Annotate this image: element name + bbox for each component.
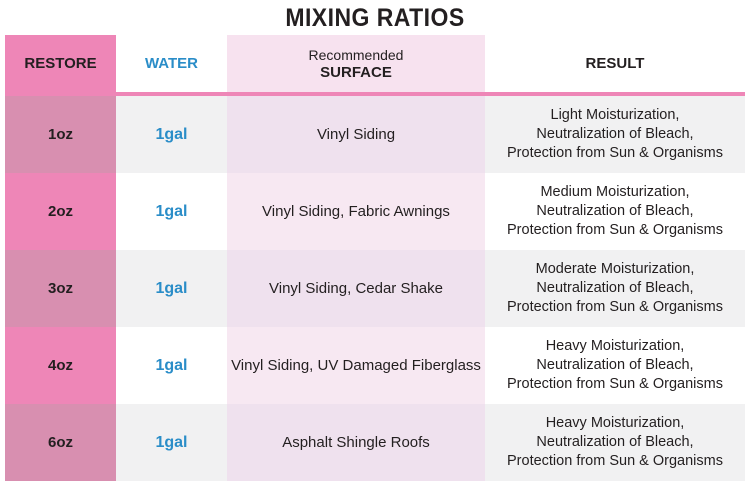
- result-line: Neutralization of Bleach,: [536, 357, 694, 373]
- header-surface-sub: Recommended: [308, 46, 404, 63]
- result-line: Protection from Sun & Organisms: [507, 299, 723, 315]
- header-result: RESULT: [585, 55, 645, 72]
- result-cell: Light Moisturization, Neutralization of …: [485, 96, 745, 173]
- result-line: Protection from Sun & Organisms: [507, 453, 723, 469]
- surface-cell: Vinyl Siding: [227, 96, 485, 173]
- result-cell: Moderate Moisturization, Neutralization …: [485, 250, 745, 327]
- result-line: Protection from Sun & Organisms: [507, 222, 723, 238]
- header-restore: RESTORE: [5, 35, 116, 92]
- restore-amount: 3oz: [5, 250, 116, 327]
- restore-amount: 2oz: [5, 173, 116, 250]
- surface-cell: Asphalt Shingle Roofs: [227, 404, 485, 481]
- table-row: 1oz 1gal Vinyl Siding Light Moisturizati…: [5, 96, 745, 173]
- header-divider-left: [5, 92, 116, 96]
- result-line: Neutralization of Bleach,: [536, 126, 694, 142]
- result-line: Neutralization of Bleach,: [536, 434, 694, 450]
- result-cell: Medium Moisturization, Neutralization of…: [485, 173, 745, 250]
- ratio-table: 1oz 1gal Vinyl Siding Light Moisturizati…: [5, 96, 745, 481]
- header-water: WATER: [144, 55, 199, 72]
- water-amount: 1gal: [116, 173, 227, 250]
- water-amount: 1gal: [116, 404, 227, 481]
- water-amount: 1gal: [116, 250, 227, 327]
- table-row: 3oz 1gal Vinyl Siding, Cedar Shake Moder…: [5, 250, 745, 327]
- header-divider: [116, 92, 745, 96]
- result-line: Neutralization of Bleach,: [536, 280, 694, 296]
- table-row: 4oz 1gal Vinyl Siding, UV Damaged Fiberg…: [5, 327, 745, 404]
- result-line: Heavy Moisturization,: [545, 415, 685, 431]
- water-amount: 1gal: [116, 96, 227, 173]
- result-line: Medium Moisturization,: [540, 184, 690, 200]
- table-row: 6oz 1gal Asphalt Shingle Roofs Heavy Moi…: [5, 404, 745, 481]
- result-line: Moderate Moisturization,: [535, 261, 695, 277]
- water-amount: 1gal: [116, 327, 227, 404]
- table-row: 2oz 1gal Vinyl Siding, Fabric Awnings Me…: [5, 173, 745, 250]
- result-line: Neutralization of Bleach,: [536, 203, 694, 219]
- result-cell: Heavy Moisturization, Neutralization of …: [485, 404, 745, 481]
- restore-amount: 4oz: [5, 327, 116, 404]
- result-cell: Heavy Moisturization, Neutralization of …: [485, 327, 745, 404]
- restore-amount: 1oz: [5, 96, 116, 173]
- result-line: Heavy Moisturization,: [545, 338, 685, 354]
- result-line: Protection from Sun & Organisms: [507, 376, 723, 392]
- header-surface-main: SURFACE: [320, 63, 392, 81]
- result-line: Light Moisturization,: [550, 107, 680, 123]
- restore-amount: 6oz: [5, 404, 116, 481]
- header-surface: Recommended SURFACE: [227, 35, 485, 92]
- page-title: MIXING RATIOS: [285, 4, 465, 32]
- surface-cell: Vinyl Siding, UV Damaged Fiberglass: [227, 327, 485, 404]
- result-line: Protection from Sun & Organisms: [507, 145, 723, 161]
- surface-cell: Vinyl Siding, Fabric Awnings: [227, 173, 485, 250]
- surface-cell: Vinyl Siding, Cedar Shake: [227, 250, 485, 327]
